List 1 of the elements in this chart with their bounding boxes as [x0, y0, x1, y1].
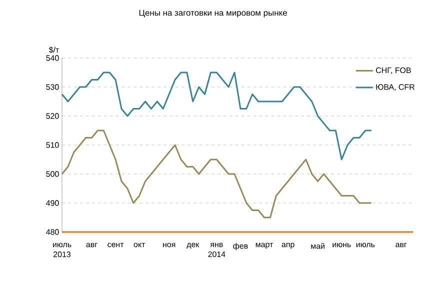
- chart-title: Цены на заготовки на мировом рынке: [139, 10, 287, 18]
